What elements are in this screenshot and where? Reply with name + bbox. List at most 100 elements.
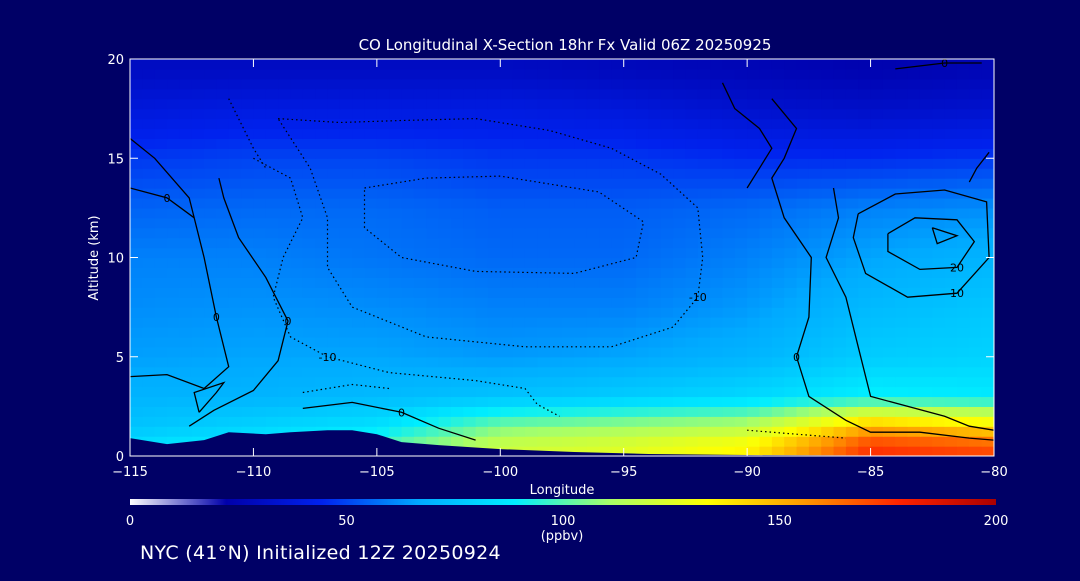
heatmap-cell [389, 128, 403, 140]
heatmap-cell [352, 188, 366, 199]
heatmap-cell [154, 346, 168, 358]
heatmap-cell [919, 128, 933, 140]
heatmap-cell [562, 436, 575, 447]
heatmap-cell [611, 88, 625, 100]
heatmap-cell [586, 356, 600, 368]
heatmap-cell [549, 78, 563, 90]
heatmap-cell [265, 426, 279, 437]
heatmap-cell [426, 237, 440, 249]
heatmap-cell [882, 386, 896, 398]
heatmap-cell [278, 118, 292, 130]
heatmap-cell [352, 257, 366, 269]
heatmap-cell [179, 386, 193, 398]
heatmap-cell [673, 68, 687, 80]
heatmap-cell [562, 366, 575, 378]
heatmap-cell [290, 168, 304, 179]
heatmap-cell [821, 396, 835, 407]
heatmap-cell [537, 128, 551, 140]
heatmap-cell [685, 436, 699, 447]
heatmap-cell [241, 98, 255, 110]
heatmap-cell [747, 88, 761, 100]
heatmap-cell [710, 88, 724, 100]
heatmap-cell [463, 188, 477, 199]
heatmap-cell [179, 227, 193, 239]
heatmap-cell [636, 237, 649, 249]
heatmap-cell [710, 307, 724, 318]
heatmap-cell [882, 197, 896, 209]
heatmap-cell [710, 376, 724, 388]
heatmap-cell [265, 138, 279, 149]
heatmap-cell [599, 416, 612, 427]
heatmap-cell [389, 158, 403, 169]
heatmap-cell [549, 336, 563, 348]
heatmap-cell [611, 356, 625, 368]
heatmap-cell [574, 59, 588, 70]
heatmap-cell [327, 88, 341, 100]
heatmap-cell [956, 207, 970, 219]
heatmap-cell [167, 237, 180, 249]
heatmap-cell [697, 68, 711, 80]
heatmap-cell [278, 148, 292, 159]
heatmap-cell [376, 88, 390, 100]
heatmap-cell [450, 436, 464, 447]
heatmap-cell [500, 217, 514, 229]
heatmap-cell [599, 346, 612, 358]
heatmap-cell [636, 59, 649, 70]
heatmap-cell [734, 416, 748, 427]
heatmap-cell [956, 178, 970, 189]
heatmap-cell [438, 297, 452, 308]
contour-label: -10 [689, 291, 707, 304]
heatmap-cell [623, 416, 637, 427]
heatmap-cell [808, 436, 822, 447]
heatmap-cell [710, 59, 724, 70]
heatmap-cell [450, 168, 464, 179]
heatmap-cell [932, 168, 946, 179]
heatmap-cell [524, 138, 538, 149]
heatmap-cell [216, 138, 230, 149]
heatmap-cell [845, 386, 859, 398]
heatmap-cell [858, 88, 872, 100]
heatmap-cell [130, 98, 143, 110]
heatmap-cell [524, 178, 538, 189]
heatmap-cell [574, 436, 588, 447]
heatmap-cell [537, 287, 551, 298]
heatmap-cell [549, 148, 563, 159]
heatmap-cell [524, 326, 538, 338]
heatmap-cell [882, 207, 896, 219]
heatmap-cell [722, 148, 736, 159]
heatmap-cell [907, 426, 921, 437]
heatmap-cell [562, 217, 575, 229]
heatmap-cell [154, 386, 168, 398]
heatmap-cell [673, 336, 687, 348]
heatmap-cell [438, 207, 452, 219]
heatmap-cell [401, 307, 415, 318]
heatmap-cell [500, 98, 514, 110]
heatmap-cell [623, 346, 637, 358]
heatmap-cell [302, 68, 316, 80]
heatmap-cell [771, 68, 785, 80]
heatmap-cell [586, 416, 600, 427]
heatmap-cell [660, 386, 674, 398]
heatmap-cell [376, 406, 390, 417]
heatmap-cell [562, 257, 575, 269]
heatmap-cell [734, 168, 748, 179]
heatmap-cell [944, 406, 958, 417]
heatmap-cell [278, 336, 292, 348]
heatmap-cell [586, 287, 600, 298]
heatmap-cell [191, 396, 205, 407]
heatmap-cell [216, 108, 230, 120]
heatmap-cell [413, 277, 427, 288]
heatmap-cell [771, 396, 785, 407]
heatmap-cell [636, 386, 649, 398]
heatmap-cell [771, 188, 785, 199]
heatmap-cell [734, 217, 748, 229]
heatmap-cell [734, 257, 748, 269]
heatmap-cell [426, 406, 440, 417]
heatmap-cell [722, 118, 736, 130]
heatmap-cell [142, 307, 156, 318]
heatmap-cell [413, 227, 427, 239]
heatmap-cell [204, 168, 217, 179]
heatmap-cell [722, 227, 736, 239]
contour-label: 10 [950, 287, 964, 300]
heatmap-cell [500, 307, 514, 318]
